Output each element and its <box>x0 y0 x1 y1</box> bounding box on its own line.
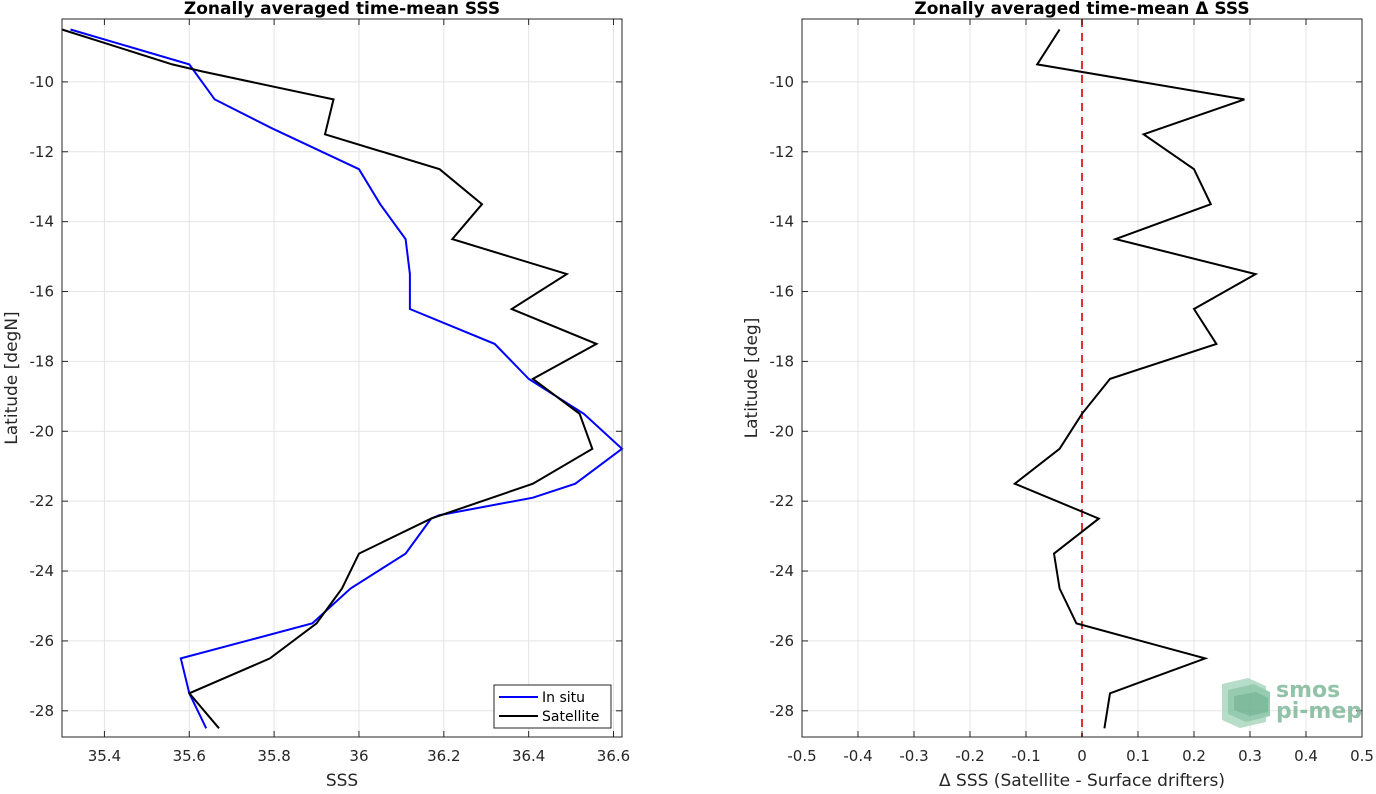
x-tick-label: 0.3 <box>1238 747 1262 765</box>
x-tick-label: 36.4 <box>512 747 545 765</box>
series-right <box>1012 28 1259 729</box>
x-tick-label: -0.5 <box>787 747 816 765</box>
x-tick-label: -0.3 <box>899 747 928 765</box>
axes-box-left <box>61 18 623 738</box>
y-tick-label: -16 <box>30 283 55 301</box>
legend: In situ Satellite <box>493 684 612 729</box>
y-tick-label: -14 <box>770 213 795 231</box>
x-tick-label: 35.8 <box>257 747 290 765</box>
y-tick-label: -22 <box>770 492 795 510</box>
y-tick-label: -12 <box>770 143 795 161</box>
y-tick-label: -28 <box>30 702 55 720</box>
x-tick-label: 0 <box>1077 747 1087 765</box>
x-tick-label: 0.5 <box>1350 747 1374 765</box>
x-tick-label: 0.4 <box>1294 747 1318 765</box>
y-axis-label-left: Latitude [degN] <box>2 311 22 444</box>
x-tick-label: 36.2 <box>427 747 460 765</box>
y-tick-label: -26 <box>770 632 795 650</box>
x-tick-label: 35.6 <box>173 747 206 765</box>
y-tick-label: -28 <box>770 702 795 720</box>
y-tick-label: -12 <box>30 143 55 161</box>
logo-text-smos: smos <box>1276 678 1340 703</box>
y-tick-label: -22 <box>30 492 55 510</box>
x-tick-label: 36.6 <box>597 747 630 765</box>
x-tick-label: 35.4 <box>88 747 121 765</box>
x-tick-label: -0.1 <box>1011 747 1040 765</box>
x-axis-label-left: SSS <box>326 771 358 790</box>
series-line-in-situ <box>70 28 624 729</box>
chart-title-left: Zonally averaged time-mean SSS <box>184 0 500 19</box>
ticks-left: 35.4 35.6 35.8 36 36.2 36.4 36.6 -10 -12 -14 -16 -1… <box>30 19 630 765</box>
y-axis-label-right: Latitude [deg] <box>742 318 762 439</box>
y-tick-label: -20 <box>770 422 795 440</box>
panel-left-sss: 35.4 35.6 35.8 36 36.2 36.4 36.6 -10 -12 -14 -16 -1… <box>2 0 630 791</box>
x-tick-label: 0.1 <box>1126 747 1150 765</box>
y-tick-label: -26 <box>30 632 55 650</box>
x-tick-label: 36 <box>349 747 368 765</box>
panel-right-delta-sss: -0.5 -0.4 -0.3 -0.2 -0.1 0 0.1 0.2 0.3 0.4 0.5 -10 -… <box>742 0 1374 791</box>
series-line-satellite <box>61 28 599 729</box>
y-tick-label: -20 <box>30 422 55 440</box>
series-line-delta-sss <box>1012 28 1259 729</box>
ticks-right: -0.5 -0.4 -0.3 -0.2 -0.1 0 0.1 0.2 0.3 0.4 0.5 -10 -… <box>770 19 1374 765</box>
legend-label-in-situ: In situ <box>542 690 585 706</box>
plot-area-left <box>62 19 622 737</box>
legend-box <box>493 684 612 729</box>
x-tick-label: 0.2 <box>1182 747 1206 765</box>
y-tick-label: -24 <box>30 562 55 580</box>
y-tick-label: -10 <box>30 73 55 91</box>
x-tick-label: -0.2 <box>955 747 984 765</box>
y-tick-label: -24 <box>770 562 795 580</box>
logo-text-pi-mep: pi-mep <box>1276 699 1362 724</box>
y-tick-label: -14 <box>30 213 55 231</box>
x-axis-label-right: Δ SSS (Satellite - Surface drifters) <box>939 771 1225 790</box>
x-tick-label: -0.4 <box>843 747 872 765</box>
chart-title-right: Zonally averaged time-mean Δ SSS <box>914 0 1249 19</box>
y-tick-label: -18 <box>30 352 55 370</box>
y-tick-label: -18 <box>770 352 795 370</box>
series-left <box>61 28 624 729</box>
y-tick-label: -16 <box>770 283 795 301</box>
y-tick-label: -10 <box>770 73 795 91</box>
legend-label-satellite: Satellite <box>542 709 599 725</box>
logo-mark-front <box>1234 692 1268 716</box>
smos-pi-mep-logo: smos pi-mep <box>1222 678 1362 728</box>
